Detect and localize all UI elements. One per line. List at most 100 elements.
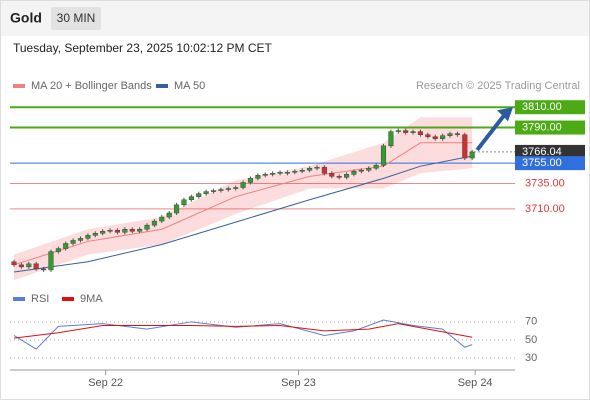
candle-body xyxy=(114,230,121,233)
candle-body xyxy=(344,174,350,178)
x-tick-label: Sep 24 xyxy=(458,377,493,389)
legend-swatch xyxy=(156,84,168,88)
legend-label: 9MA xyxy=(80,293,103,305)
ma-line xyxy=(13,142,473,266)
level-label: 3810.00 xyxy=(522,101,562,113)
timeframe[interactable]: 30 MIN xyxy=(57,11,96,25)
candle-body xyxy=(307,167,313,171)
candle-body xyxy=(292,171,298,173)
candle-body xyxy=(225,188,231,190)
indicator-line xyxy=(13,319,473,350)
candle-body xyxy=(129,228,135,232)
legend-swatch xyxy=(13,297,25,301)
candle-body xyxy=(151,220,157,226)
bollinger-band xyxy=(14,117,473,281)
candle-body xyxy=(417,131,423,135)
candle-body xyxy=(270,173,276,175)
symbol: Gold xyxy=(10,10,42,26)
legend-label: MA 20 + Bollinger Bands xyxy=(31,80,152,92)
candle-body xyxy=(137,228,143,232)
y-tick-label: 70 xyxy=(525,316,537,328)
candle-body xyxy=(299,170,305,172)
candle-body xyxy=(181,199,187,206)
candle-body xyxy=(196,193,202,197)
candle-body xyxy=(70,240,76,244)
candle-body xyxy=(77,238,84,241)
candle-body xyxy=(107,230,113,232)
candle-body xyxy=(469,151,475,159)
candle-body xyxy=(174,204,180,214)
candle-body xyxy=(410,131,416,133)
candle-body xyxy=(358,170,364,172)
candle-body xyxy=(203,191,209,194)
candle-body xyxy=(63,243,69,249)
candle-body xyxy=(395,130,401,132)
candle-body xyxy=(247,178,254,183)
candle-body xyxy=(255,175,261,179)
candle-body xyxy=(329,173,335,177)
timeframe-box[interactable] xyxy=(51,7,101,30)
legend-label: MA 50 xyxy=(174,80,205,92)
candle-body xyxy=(336,176,342,178)
candle-body xyxy=(351,171,357,175)
candle-body xyxy=(18,264,24,268)
candle-body xyxy=(432,136,438,139)
candle-body xyxy=(122,228,128,233)
candle-body xyxy=(188,196,194,200)
candle-body xyxy=(425,134,431,137)
candle-body xyxy=(380,145,387,166)
candle-body xyxy=(159,216,165,222)
timestamp: Tuesday, September 23, 2025 10:02:12 PM … xyxy=(13,41,272,55)
candle-body xyxy=(403,130,409,133)
candle-body xyxy=(33,263,39,270)
level-box xyxy=(515,100,585,115)
level-box xyxy=(515,144,585,159)
candle-body xyxy=(284,172,290,174)
candle-body xyxy=(233,187,239,189)
level-label: 3735.00 xyxy=(525,177,565,189)
candle-body xyxy=(85,235,91,239)
arrow-head xyxy=(497,107,513,122)
legend-label: RSI xyxy=(31,293,49,305)
candle-body xyxy=(447,133,453,136)
candle-body xyxy=(11,261,17,266)
candle-body xyxy=(144,224,150,230)
level-label: 3790.00 xyxy=(522,121,562,133)
candle-body xyxy=(314,166,320,169)
legend-swatch xyxy=(62,297,74,301)
candle-body xyxy=(41,268,47,271)
ma-line xyxy=(13,155,473,273)
legend-swatch xyxy=(13,84,25,88)
candle-body xyxy=(277,172,283,174)
candle-body xyxy=(166,212,172,218)
candle-body xyxy=(321,166,327,174)
candle-body xyxy=(373,164,379,169)
candle-body xyxy=(440,135,446,139)
level-label: 3755.00 xyxy=(522,157,562,169)
level-label: 3710.00 xyxy=(525,203,565,215)
x-tick-label: Sep 23 xyxy=(281,377,316,389)
candle-body xyxy=(218,189,224,191)
candle-body xyxy=(388,131,394,147)
candle-body xyxy=(462,134,468,159)
level-box xyxy=(515,156,585,171)
indicator-line xyxy=(13,323,473,339)
x-tick-label: Sep 22 xyxy=(88,377,123,389)
candle-body xyxy=(454,133,460,135)
y-tick-label: 50 xyxy=(525,334,537,346)
candle-body xyxy=(100,231,106,234)
forecast-arrow xyxy=(475,112,507,152)
candle-body xyxy=(92,233,98,236)
candle-body xyxy=(55,248,61,252)
candle-body xyxy=(366,167,372,171)
credit: Research © 2025 Trading Central xyxy=(416,80,580,92)
level-label: 3766.04 xyxy=(522,146,562,158)
candle-body xyxy=(262,174,268,176)
candle-body xyxy=(26,263,32,268)
candle-body xyxy=(48,251,54,271)
candle-body xyxy=(240,182,246,188)
y-tick-label: 30 xyxy=(525,352,537,364)
level-box xyxy=(515,120,585,135)
candle-body xyxy=(210,190,217,192)
